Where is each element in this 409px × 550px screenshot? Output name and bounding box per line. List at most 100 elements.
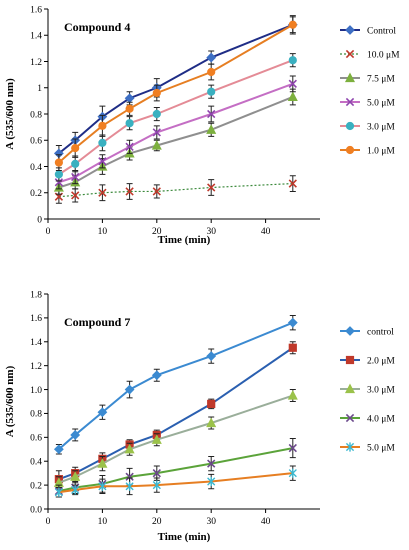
data-point [151,370,162,381]
data-point [288,179,297,188]
x-tick-label: 0 [46,227,51,237]
data-point [207,109,216,119]
data-point [54,178,64,187]
data-point [125,119,134,128]
legend-marker [344,72,356,83]
data-point [206,351,217,362]
x-tick-label: 20 [152,227,162,237]
x-tick-label: 10 [98,517,108,527]
legend-item: 3.0 μM [340,121,395,132]
data-point [288,468,297,478]
legend-marker [344,383,356,394]
data-point [71,144,80,153]
data-point [98,481,107,491]
data-point [207,476,216,487]
legend-label: 5.0 μM [367,443,395,453]
legend-marker [345,355,355,365]
chart-panel-2: 0.0 0.2 0.4 0.6 0.8 1.0 1.2 1.4 1.6 1.8 0 10 20 30 40 T… [4,290,395,543]
legend-marker [345,326,355,336]
x-axis-title: Time (min) [158,234,211,246]
legend-label: 3.0 μM [367,122,395,132]
series-line [58,472,293,494]
y-tick-label: 1.2 [30,362,42,372]
series-line [58,23,294,164]
data-point [98,138,107,147]
data-point [152,469,161,478]
data-point [98,188,107,197]
data-point [288,343,297,352]
data-point [125,187,134,196]
legend-marker [345,97,355,107]
data-point [125,104,134,113]
data-point [207,87,216,96]
data-point [70,430,81,440]
x-tick-label: 20 [152,517,162,527]
y-tick-label: 0.4 [30,458,42,468]
data-point [287,91,298,102]
series-line [58,321,294,451]
chart-title: Compound 7 [64,315,130,329]
data-point [152,480,161,490]
series-6 [54,15,297,171]
legend-label: 2.0 μM [367,356,395,366]
y-tick-label: 0.2 [30,481,42,491]
y-tick-label: 0.8 [30,110,42,120]
series-1 [53,315,298,455]
data-point [151,140,162,150]
data-point [98,121,107,130]
legend-label: 3.0 μM [367,385,395,395]
data-point [71,172,80,182]
y-tick-label: 0.2 [30,189,42,199]
chart-panel-1: 0 0.2 0.4 0.6 0.8 1 1.2 1.4 1.6 0 10 20 30 40 Time (mi… [4,5,400,246]
data-point [54,487,63,497]
y-tick-label: 1.2 [30,58,42,68]
data-point [288,443,297,453]
data-point [207,67,216,77]
series-line [58,346,294,481]
series-3 [53,389,298,490]
series-4 [54,75,297,190]
y-tick-label: 1.4 [30,338,42,348]
legend-item: 5.0 μM [340,97,395,108]
data-point [97,458,108,468]
data-point [287,317,298,328]
x-tick-label: 10 [98,227,108,237]
legend-label: control [367,327,394,337]
data-point [206,124,217,134]
data-point [206,417,217,428]
data-point [288,20,297,29]
legend-marker [345,442,355,452]
data-point [151,434,162,444]
data-point [124,443,135,454]
legend-marker [345,413,355,423]
data-point [152,187,161,196]
data-point [152,128,161,137]
series-3 [53,88,298,195]
data-point [207,183,216,192]
x-axis-title: Time (min) [158,531,211,543]
data-point [207,399,216,408]
data-point [71,159,80,168]
data-point [207,459,216,468]
y-axis-title: A (535/600 nm) [4,78,16,150]
legend-item: 4.0 μM [340,413,395,424]
data-point [54,170,63,179]
data-point [125,481,134,491]
data-point [124,384,135,395]
data-point [288,79,297,88]
y-tick-label: 1.8 [30,290,42,300]
legend-label: Control [367,26,396,36]
y-tick-label: 0.6 [30,137,42,147]
y-tick-label: 0.0 [30,505,42,515]
series-5 [54,53,297,182]
legend-marker [345,145,355,155]
legend-item: Control [340,25,396,36]
data-point [125,472,134,481]
y-tick-label: 1 [37,84,42,94]
legend-item: 5.0 μM [340,442,395,453]
series-line [58,96,294,189]
chart-title: Compound 4 [64,20,130,34]
series-2 [54,341,297,488]
data-point [152,88,161,98]
